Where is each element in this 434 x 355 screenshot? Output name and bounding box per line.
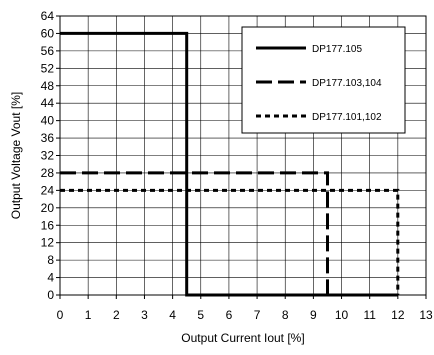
- y-tick-label: 8: [47, 253, 54, 267]
- y-tick-label: 12: [41, 236, 55, 250]
- x-tick-label: 1: [85, 308, 92, 322]
- y-tick-label: 40: [41, 114, 55, 128]
- y-tick-label: 56: [41, 44, 55, 58]
- legend-label-2: DP177.103,104: [312, 78, 382, 89]
- series-line-3: [60, 188, 400, 295]
- x-tick-label: 7: [254, 308, 261, 322]
- y-tick-label: 20: [41, 201, 55, 215]
- x-tick-label: 5: [197, 308, 204, 322]
- x-tick-label: 4: [169, 308, 176, 322]
- legend-label-3: DP177.101,102: [312, 112, 382, 123]
- x-axis-title: Output Current Iout [%]: [181, 331, 304, 345]
- x-tick-label: 8: [282, 308, 289, 322]
- y-axis-title: Output Voltage Vout [%]: [9, 92, 23, 219]
- x-tick-label: 13: [419, 308, 433, 322]
- y-tick-label: 48: [41, 79, 55, 93]
- x-tick-label: 2: [113, 308, 120, 322]
- y-tick-label: 44: [41, 96, 55, 110]
- y-tick-label: 4: [47, 271, 54, 285]
- x-tick-label: 10: [335, 308, 349, 322]
- x-tick-label: 11: [363, 308, 376, 322]
- y-tick-label: 28: [41, 166, 55, 180]
- x-tick-label: 3: [141, 308, 148, 322]
- y-tick-label: 60: [41, 26, 55, 40]
- x-tick-label: 12: [391, 308, 405, 322]
- legend-label-1: DP177.105: [312, 44, 362, 55]
- legend: DP177.105 DP177.103,104 DP177.101,102: [241, 26, 406, 134]
- x-tick-label: 6: [226, 308, 233, 322]
- y-tick-label: 36: [41, 131, 55, 145]
- y-tick-label: 16: [41, 218, 55, 232]
- x-tick-label: 0: [57, 308, 64, 322]
- y-tick-label: 64: [41, 9, 55, 23]
- y-tick-label: 0: [47, 288, 54, 302]
- x-tick-label: 9: [310, 308, 317, 322]
- y-tick-label: 24: [41, 183, 55, 197]
- y-tick-label: 32: [41, 149, 55, 163]
- y-tick-label: 52: [41, 61, 55, 75]
